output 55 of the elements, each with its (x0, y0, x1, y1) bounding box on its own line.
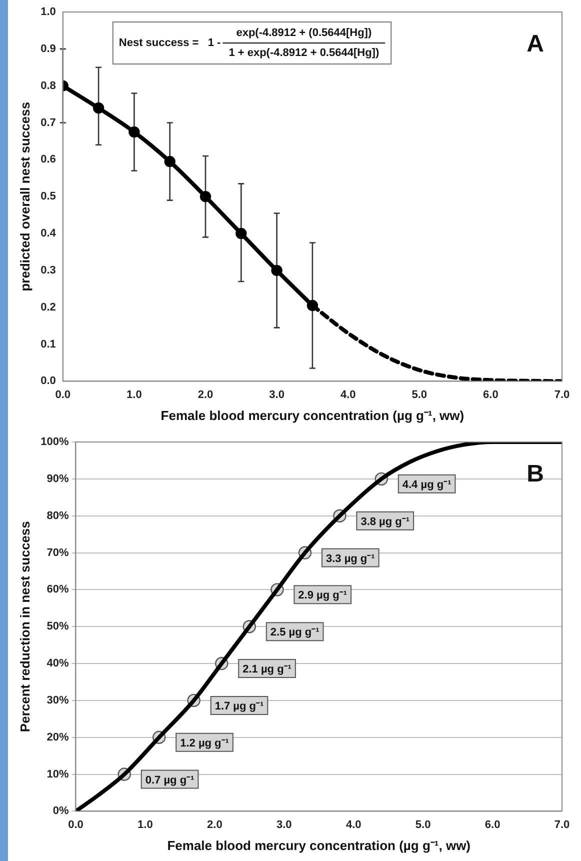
x-tick-label: 6.0 (483, 388, 498, 401)
y-tick-label: 0.0 (40, 375, 56, 388)
annotation: A (526, 30, 544, 58)
y-tick-label: 0.4 (40, 228, 57, 240)
y-tick-label: 40% (46, 658, 69, 670)
annotation: B (526, 460, 544, 488)
y-tick-label: 0.2 (40, 301, 56, 314)
y-tick-label: 60% (46, 584, 69, 596)
y-tick-label: 0.3 (40, 264, 56, 276)
y-tick-label: 0.9 (40, 42, 56, 55)
y-tick-label: 100% (40, 436, 69, 448)
annotation: 4.4 µg g⁻¹ (402, 478, 452, 491)
annotation: 2.5 µg g⁻¹ (270, 626, 320, 639)
y-tick-label: 80% (46, 510, 69, 522)
y-tick-label: 0.1 (40, 338, 56, 350)
y-tick-label: 1.0 (40, 6, 56, 18)
y-tick-label: 0% (52, 805, 69, 818)
x-tick-label: 2.0 (198, 388, 214, 401)
x-tick-label: 3.0 (276, 818, 292, 831)
annotation: 2.9 µg g⁻¹ (298, 590, 348, 602)
y-tick-label: 20% (46, 731, 69, 744)
y-tick-label: 0.8 (40, 80, 56, 92)
annotation: 0.7 µg g⁻¹ (145, 774, 195, 786)
x-tick-label: 7.0 (554, 388, 570, 401)
y-axis-title: Percent reduction in nest success (17, 521, 32, 732)
y-tick-label: 30% (46, 694, 69, 706)
x-axis-title: Female blood mercury concentration (µg g⁻¹, ww) (160, 408, 464, 423)
annotation: 3.8 µg g⁻¹ (360, 516, 410, 528)
x-tick-label: 4.0 (340, 388, 356, 401)
y-axis-title: predicted overall nest success (17, 102, 32, 292)
annotation: 1 + exp(-4.8912 + 0.5644[Hg]) (228, 47, 380, 60)
x-tick-label: 6.0 (484, 818, 500, 831)
y-tick-label: 0.7 (40, 116, 56, 129)
x-tick-label: 4.0 (346, 818, 362, 831)
annotation: 1.7 µg g⁻¹ (214, 700, 264, 712)
y-tick-label: 0.5 (40, 190, 56, 203)
x-axis-title: Female blood mercury concentration (µg g⁻¹, ww) (167, 838, 471, 853)
annotation: 2.1 µg g⁻¹ (242, 664, 292, 676)
y-tick-label: 90% (46, 472, 69, 485)
annotation: Nest success = 1 - (118, 37, 222, 50)
x-tick-label: 5.0 (415, 818, 431, 831)
y-tick-label: 70% (46, 546, 69, 559)
y-tick-label: 0.6 (40, 154, 56, 166)
annotation: 3.3 µg g⁻¹ (326, 552, 376, 565)
annotation: exp(-4.8912 + (0.5644[Hg]) (236, 27, 372, 40)
x-tick-label: 3.0 (269, 388, 284, 401)
annotation: 1.2 µg g⁻¹ (180, 737, 230, 750)
x-tick-label: 7.0 (554, 818, 570, 831)
y-tick-label: 10% (46, 768, 69, 780)
x-tick-label: 0.0 (68, 818, 84, 831)
x-tick-label: 5.0 (412, 388, 428, 401)
x-tick-label: 1.0 (138, 818, 153, 831)
x-tick-label: 2.0 (207, 818, 222, 831)
x-tick-label: 1.0 (126, 388, 142, 401)
y-tick-label: 50% (46, 620, 69, 633)
